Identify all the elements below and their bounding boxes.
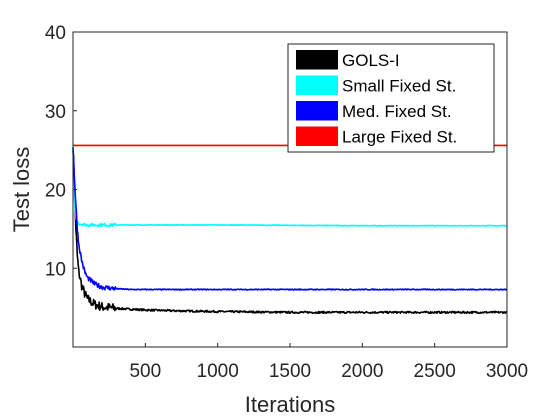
x-tick-label: 1000 xyxy=(197,361,239,382)
x-tick-label: 1500 xyxy=(269,361,311,382)
y-tick-label: 10 xyxy=(45,259,66,280)
x-tick-label: 2000 xyxy=(341,361,383,382)
x-tick-label: 500 xyxy=(129,361,161,382)
y-axis-label: Test loss xyxy=(9,147,34,233)
legend: GOLS-I Small Fixed St. Med. Fixed St. Large… xyxy=(287,43,495,153)
legend-swatch xyxy=(296,126,338,146)
y-tick-label: 40 xyxy=(45,23,66,44)
legend-label: Small Fixed St. xyxy=(342,76,456,95)
legend-swatch xyxy=(296,50,338,70)
series-line-0 xyxy=(72,150,508,315)
x-axis-label: Iterations xyxy=(245,392,336,417)
y-tick-label: 20 xyxy=(45,181,66,202)
series-line-1 xyxy=(72,147,508,228)
x-tick-label: 3000 xyxy=(486,361,528,382)
legend-swatch xyxy=(296,75,338,95)
legend-label: Med. Fixed St. xyxy=(342,102,452,121)
legend-label: Large Fixed St. xyxy=(342,127,457,146)
y-tick-label: 30 xyxy=(45,102,66,123)
x-axis: 500 1000 1500 2000 2500 3000 xyxy=(129,343,528,382)
y-axis: 10 20 30 40 xyxy=(45,23,77,280)
legend-swatch xyxy=(296,101,338,121)
legend-label: GOLS-I xyxy=(342,51,400,70)
x-tick-label: 2500 xyxy=(414,361,456,382)
series-line-2 xyxy=(72,147,508,291)
series-layer xyxy=(72,144,508,315)
